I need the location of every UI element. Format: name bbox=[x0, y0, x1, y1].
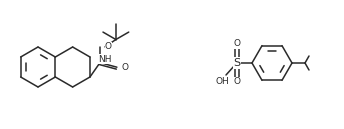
Text: O: O bbox=[122, 63, 129, 72]
Text: O: O bbox=[234, 78, 240, 87]
Text: S: S bbox=[234, 58, 240, 68]
Text: NH: NH bbox=[98, 54, 111, 63]
Text: O: O bbox=[234, 39, 240, 49]
Text: OH: OH bbox=[215, 76, 229, 86]
Text: O: O bbox=[105, 42, 112, 51]
